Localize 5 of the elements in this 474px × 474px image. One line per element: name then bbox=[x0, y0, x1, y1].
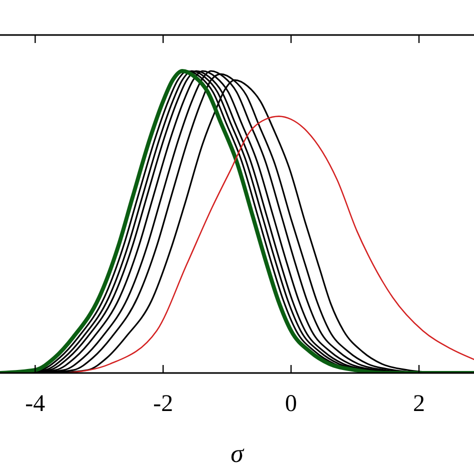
x-tick-label: -4 bbox=[25, 391, 46, 417]
x-tick-label: 2 bbox=[412, 391, 425, 417]
x-tick-label: 0 bbox=[285, 391, 298, 417]
x-tick-label: -2 bbox=[153, 391, 174, 417]
x-axis-title: σ bbox=[230, 439, 245, 468]
